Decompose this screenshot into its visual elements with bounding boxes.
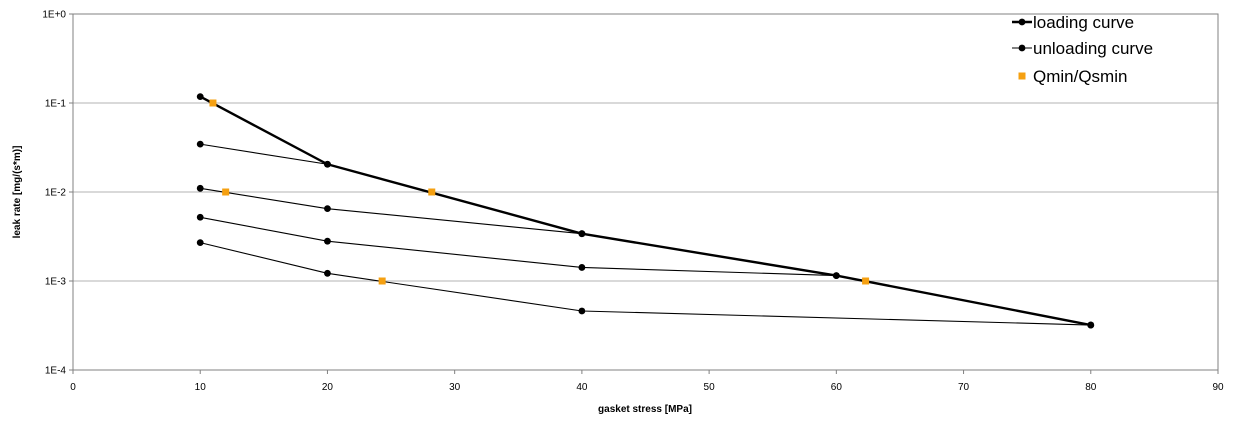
unloading-curve-point <box>832 272 840 279</box>
x-axis-title: gasket stress [MPa] <box>598 404 692 415</box>
unloading-curve-point <box>1087 321 1095 329</box>
unloading-curve-point <box>324 160 331 168</box>
series-lines <box>199 95 1092 327</box>
legend-point-swatch <box>1018 44 1026 52</box>
x-tick-label: 50 <box>704 382 716 393</box>
loading-curve-point <box>196 93 204 101</box>
qmin-marker <box>862 277 870 285</box>
x-tick-label: 30 <box>449 382 461 393</box>
unloading-curve-point <box>196 140 204 148</box>
unloading-curve-point <box>324 237 331 245</box>
y-tick-label: 1E-2 <box>45 188 67 199</box>
unloading-curve-point <box>324 205 331 213</box>
unloading-curve-point <box>324 269 331 277</box>
legend-label: Qmin/Qsmin <box>1033 67 1127 86</box>
series-markers <box>196 93 1095 329</box>
legend-point-swatch <box>1018 18 1026 26</box>
y-tick-label: 1E+0 <box>42 10 66 21</box>
x-tick-label: 60 <box>831 382 843 393</box>
y-axis-title: leak rate [mg/(s*m)] <box>12 146 23 239</box>
x-tick-label: 90 <box>1212 382 1224 393</box>
legend-label: unloading curve <box>1033 39 1153 58</box>
unloading-curve-point <box>196 184 204 192</box>
x-tick-label: 70 <box>958 382 970 393</box>
unloading-curve-point <box>196 213 204 221</box>
unloading-curve-point <box>578 264 586 271</box>
qmin-marker <box>378 277 386 285</box>
qmin-marker <box>222 188 230 196</box>
unloading-curve-line <box>200 242 1091 326</box>
unloading-curve-line <box>200 216 837 277</box>
y-tick-label: 1E-3 <box>45 277 67 288</box>
x-tick-label: 80 <box>1085 382 1097 393</box>
unloading-curve-point <box>578 230 586 238</box>
axis-ticks: 1E-4 1E-3 1E-2 1E-1 1E+0 0 10 20 30 40 50 60 70 80 90 <box>42 10 1224 394</box>
x-tick-label: 20 <box>322 382 334 393</box>
y-tick-label: 1E-4 <box>45 366 67 377</box>
x-tick-label: 0 <box>70 382 76 393</box>
unloading-curve-point <box>578 307 586 315</box>
x-tick-label: 40 <box>576 382 588 393</box>
y-tick-label: 1E-1 <box>45 99 67 110</box>
legend-label: loading curve <box>1033 13 1134 32</box>
unloading-curve-line <box>200 187 582 235</box>
unloading-curve-line <box>200 143 328 165</box>
legend: loading curve unloading curve Qmin/Qsmin <box>1012 13 1153 86</box>
qmin-marker <box>209 99 217 107</box>
qmin-marker <box>428 188 436 196</box>
grid-lines <box>73 102 1218 282</box>
loading-curve-line <box>199 95 1092 327</box>
unloading-curve-point <box>196 239 204 247</box>
x-tick-label: 10 <box>195 382 207 393</box>
legend-square-swatch <box>1018 72 1026 80</box>
